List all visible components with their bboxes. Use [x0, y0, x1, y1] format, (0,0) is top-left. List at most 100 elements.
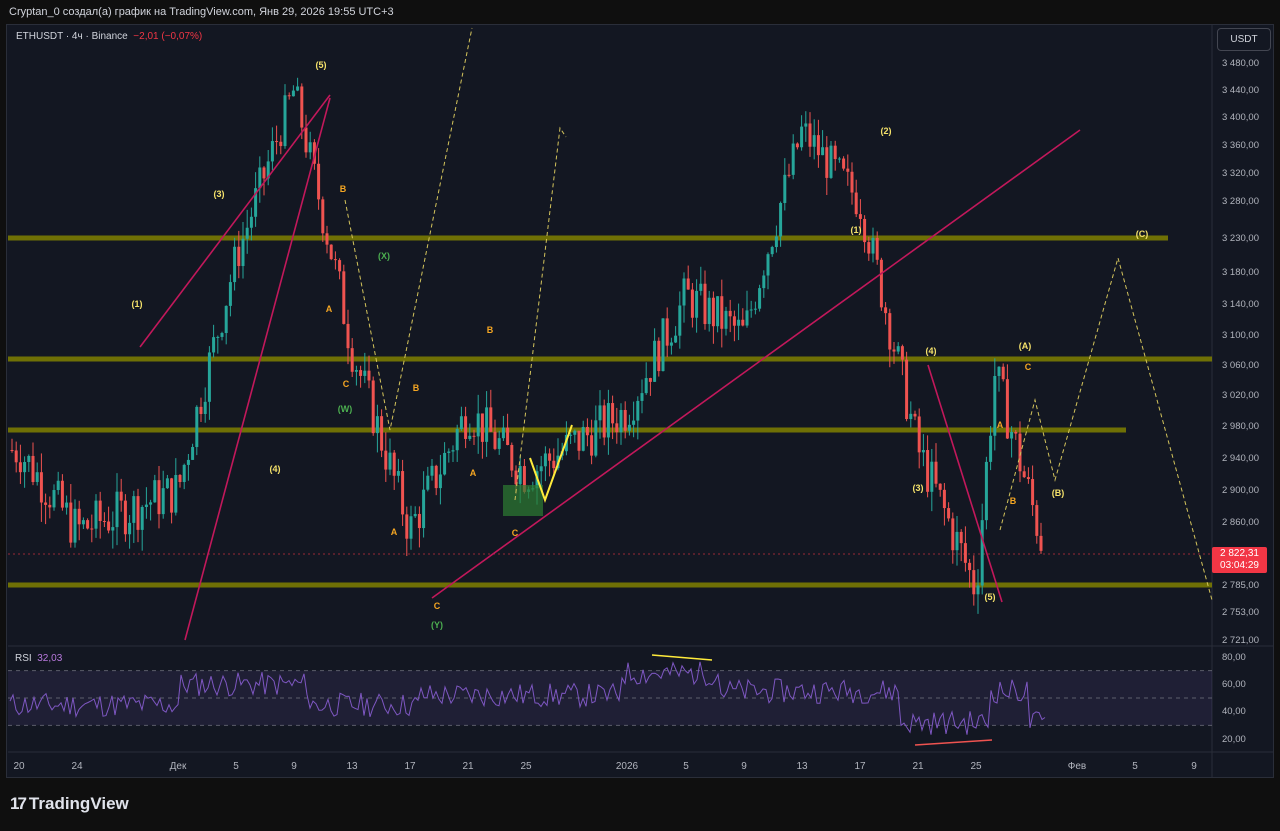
wave-label: B — [413, 383, 420, 393]
trend-line — [431, 129, 1081, 599]
trend-line — [184, 97, 331, 641]
currency-button[interactable]: USDT — [1217, 28, 1271, 51]
candle-body — [1005, 379, 1009, 439]
candle-body — [779, 202, 783, 237]
candle-body — [552, 460, 556, 469]
candle-body — [237, 246, 241, 267]
wave-label: (B) — [1052, 488, 1065, 498]
candle-body — [18, 462, 22, 473]
time-tick-label: 21 — [462, 761, 474, 772]
candle-body — [728, 310, 732, 317]
wave-label: (W) — [338, 404, 353, 414]
candle-body — [485, 407, 489, 442]
candle-body — [207, 352, 211, 402]
candle-body — [493, 431, 497, 449]
highlight-box — [503, 485, 543, 516]
candle-body — [804, 123, 808, 127]
candle-body — [997, 366, 1001, 376]
candle-body — [312, 142, 316, 164]
price-tick-label: 2 980,00 — [1222, 421, 1259, 432]
horizontal-level — [8, 235, 1168, 241]
candle-body — [153, 480, 157, 503]
candle-body — [455, 429, 459, 451]
price-tick-label: 2 940,00 — [1222, 453, 1259, 464]
candle-body — [203, 401, 207, 414]
candle-body — [325, 233, 329, 245]
candle-body — [829, 145, 833, 178]
candle-body — [438, 474, 442, 489]
time-tick-label: 20 — [13, 761, 25, 772]
candle-body — [1031, 479, 1035, 506]
time-tick-label: 13 — [796, 761, 808, 772]
tradingview-logo[interactable]: 17 TradingView — [10, 794, 129, 814]
candle-body — [501, 427, 505, 439]
chart-frame[interactable] — [6, 24, 1274, 778]
candle-body — [174, 474, 178, 513]
header-bar: Cryptan_0 создал(а) график на TradingVie… — [0, 0, 1280, 24]
candle-body — [984, 461, 988, 521]
candle-body — [753, 308, 757, 310]
price-tick-label: 3 320,00 — [1222, 168, 1259, 179]
symbol-legend[interactable]: ETHUSDT · 4ч · Binance −2,01 (−0,07%) — [16, 31, 202, 42]
candle-body — [774, 236, 778, 248]
candle-body — [308, 142, 312, 153]
time-tick-label: 5 — [683, 761, 689, 772]
candle-body — [783, 174, 787, 203]
wave-label: (5) — [985, 592, 996, 602]
candle-body — [640, 393, 644, 401]
candle-body — [648, 378, 652, 382]
time-tick-label: 25 — [970, 761, 982, 772]
candle-body — [422, 489, 426, 529]
candle-body — [1014, 431, 1018, 434]
candle-body — [56, 480, 60, 491]
time-tick-label: 24 — [71, 761, 83, 772]
wave-label: (X) — [378, 251, 390, 261]
candle-body — [10, 450, 14, 451]
wave-label: A — [470, 468, 477, 478]
price-tick-label: 2 721,00 — [1222, 635, 1259, 646]
candle-body — [703, 283, 707, 325]
candle-body — [1022, 471, 1026, 478]
candle-body — [522, 466, 526, 492]
candle-body — [669, 342, 673, 346]
time-tick-label: 21 — [912, 761, 924, 772]
candle-body — [258, 167, 262, 189]
candle-body — [291, 90, 295, 97]
price-tick-label: 3 280,00 — [1222, 196, 1259, 207]
candle-body — [359, 370, 363, 376]
time-tick-label: 17 — [854, 761, 866, 772]
wave-label: A — [997, 420, 1004, 430]
candle-body — [216, 336, 220, 338]
candle-body — [900, 346, 904, 360]
price-tick-label: 2 860,00 — [1222, 517, 1259, 528]
candle-body — [388, 452, 392, 470]
candle-body — [548, 453, 552, 461]
rsi-legend[interactable]: RSI 32,03 — [15, 653, 62, 664]
wave-label: C — [512, 528, 519, 538]
price-tick-label: 3 360,00 — [1222, 140, 1259, 151]
trend-line — [139, 94, 331, 348]
candle-body — [27, 455, 31, 463]
candle-body — [371, 380, 375, 434]
candle-body — [976, 585, 980, 595]
last-price-countdown: 03:04:29 — [1220, 560, 1259, 571]
candle-body — [90, 528, 94, 530]
candle-body — [396, 471, 400, 476]
rsi-tick-label: 80,00 — [1222, 652, 1246, 663]
candle-body — [594, 420, 598, 456]
candle-body — [115, 491, 119, 528]
candle-body — [304, 127, 308, 153]
time-tick-label: 9 — [1191, 761, 1197, 772]
wave-label: (3) — [913, 483, 924, 493]
wave-label: (C) — [1136, 229, 1149, 239]
candle-body — [905, 359, 909, 420]
candle-body — [955, 531, 959, 551]
candle-body — [266, 161, 270, 179]
candle-body — [611, 403, 615, 424]
candle-body — [132, 496, 136, 523]
candle-body — [31, 455, 35, 483]
symbol-name: ETHUSDT · 4ч · Binance — [16, 31, 128, 42]
candle-body — [833, 145, 837, 160]
candle-body — [497, 438, 501, 449]
